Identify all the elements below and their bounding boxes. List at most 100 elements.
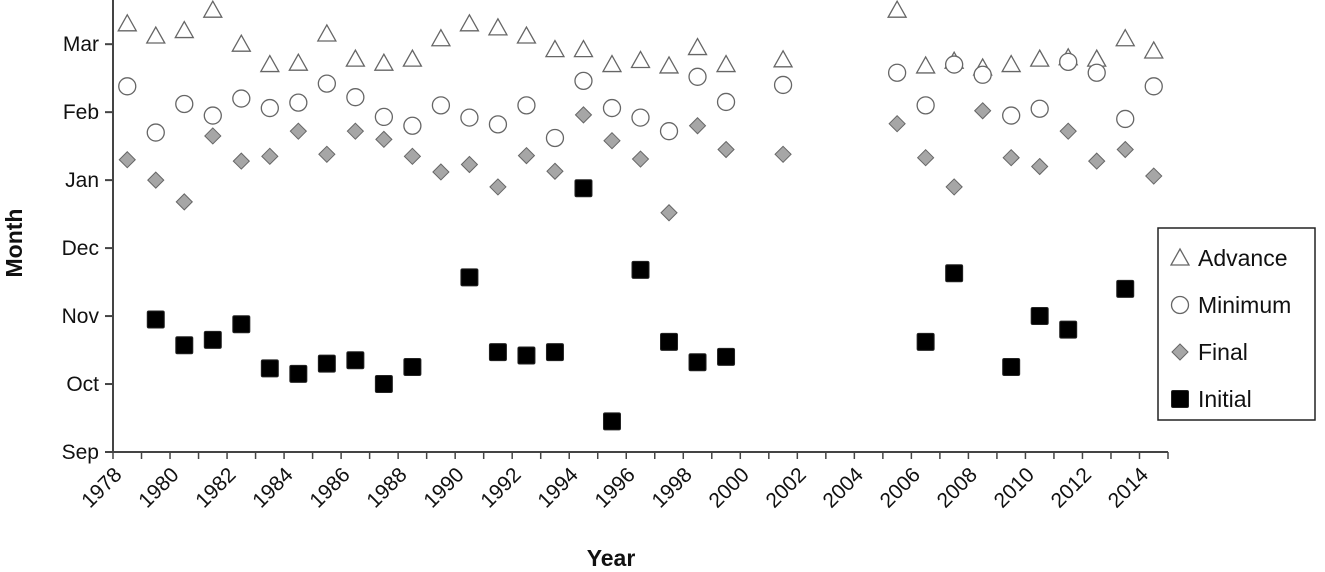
advance-point bbox=[316, 23, 337, 42]
initial-point bbox=[517, 346, 536, 365]
minimum-point bbox=[346, 88, 365, 107]
advance-point bbox=[1001, 54, 1022, 73]
final-point bbox=[318, 145, 336, 163]
advance-point bbox=[887, 0, 908, 18]
minimum-point bbox=[1002, 106, 1021, 125]
advance-series bbox=[117, 0, 1164, 76]
advance-point bbox=[1115, 28, 1136, 47]
minimum-point bbox=[403, 116, 422, 135]
initial-point bbox=[232, 315, 251, 334]
minimum-point bbox=[1059, 52, 1078, 72]
x-tick-label: 1992 bbox=[476, 463, 525, 512]
x-tick-label: 1994 bbox=[533, 463, 583, 513]
legend-label-final: Final bbox=[1198, 339, 1248, 365]
initial-point bbox=[1116, 279, 1135, 298]
initial-point bbox=[574, 179, 593, 198]
final-point bbox=[460, 155, 479, 174]
advance-point bbox=[202, 0, 223, 18]
initial-point bbox=[916, 332, 935, 351]
minimum-point bbox=[460, 108, 479, 127]
advance-legend-marker bbox=[1169, 247, 1191, 266]
x-axis-title: Year bbox=[587, 545, 636, 571]
final-point bbox=[1116, 140, 1134, 159]
y-tick-label: Oct bbox=[66, 373, 99, 396]
y-tick-label: Dec bbox=[62, 237, 99, 260]
minimum-point bbox=[1030, 99, 1049, 118]
x-tick-label: 2000 bbox=[705, 463, 754, 512]
final-point bbox=[1088, 152, 1106, 170]
x-tick-label: 1980 bbox=[134, 463, 183, 512]
initial-point bbox=[945, 264, 964, 283]
final-point bbox=[1145, 167, 1163, 185]
minimum-point bbox=[146, 123, 165, 142]
minimum-point bbox=[517, 96, 536, 115]
x-tick-label: 2006 bbox=[876, 463, 925, 512]
final-point bbox=[1030, 157, 1049, 176]
advance-point bbox=[231, 33, 252, 52]
y-axis-ticks: Sep Oct Nov Dec Jan Feb Mar bbox=[62, 33, 113, 464]
minimum-point bbox=[1116, 109, 1135, 129]
initial-series bbox=[146, 179, 1135, 431]
minimum-point bbox=[431, 96, 451, 115]
initial-point bbox=[374, 375, 393, 394]
x-axis-ticks: 1978 1980 1982 1984 1986 1988 1990 1992 1994 1996… bbox=[77, 452, 1169, 513]
minimum-point bbox=[916, 96, 935, 115]
final-point bbox=[660, 204, 678, 222]
advance-point bbox=[687, 37, 708, 56]
minimum-point bbox=[118, 77, 137, 96]
advance-point bbox=[117, 13, 138, 32]
minimum-point bbox=[374, 107, 394, 127]
advance-point bbox=[601, 54, 623, 73]
x-tick-label: 1990 bbox=[419, 463, 468, 512]
final-point bbox=[888, 114, 906, 133]
minimum-point bbox=[973, 65, 992, 84]
advance-point bbox=[145, 25, 166, 44]
final-point bbox=[261, 147, 279, 166]
initial-point bbox=[688, 353, 707, 372]
initial-point bbox=[545, 343, 564, 362]
minimum-point bbox=[659, 122, 679, 141]
advance-point bbox=[544, 39, 566, 58]
final-point bbox=[603, 131, 621, 150]
final-point bbox=[973, 102, 992, 120]
final-legend-marker bbox=[1171, 343, 1189, 361]
advance-point bbox=[715, 54, 737, 73]
final-point bbox=[717, 140, 735, 159]
advance-point bbox=[1143, 40, 1164, 59]
legend-label-initial: Initial bbox=[1198, 386, 1252, 412]
initial-point bbox=[717, 347, 736, 366]
final-point bbox=[517, 146, 536, 165]
final-series bbox=[118, 102, 1163, 222]
advance-point bbox=[259, 54, 280, 73]
initial-point bbox=[631, 260, 650, 279]
advance-point bbox=[573, 39, 594, 58]
x-tick-label: 2012 bbox=[1047, 463, 1096, 512]
legend-label-minimum: Minimum bbox=[1198, 292, 1291, 318]
x-tick-label: 2014 bbox=[1104, 463, 1154, 513]
minimum-point bbox=[773, 75, 793, 95]
x-tick-label: 1982 bbox=[191, 463, 240, 512]
advance-point bbox=[430, 28, 452, 47]
minimum-point bbox=[203, 106, 222, 125]
y-tick-label: Feb bbox=[63, 101, 99, 124]
advance-point bbox=[174, 20, 195, 39]
final-point bbox=[546, 162, 564, 180]
initial-point bbox=[203, 330, 222, 349]
advance-point bbox=[487, 17, 509, 36]
final-point bbox=[774, 145, 792, 163]
advance-point bbox=[1029, 48, 1050, 67]
minimum-point bbox=[545, 128, 565, 148]
x-tick-label: 1988 bbox=[362, 463, 411, 512]
minimum-point bbox=[175, 94, 194, 114]
advance-point bbox=[772, 49, 794, 68]
minimum-point bbox=[574, 71, 593, 91]
x-tick-label: 1996 bbox=[590, 463, 639, 512]
final-point bbox=[574, 106, 593, 124]
final-point bbox=[688, 117, 707, 135]
minimum-point bbox=[317, 74, 337, 93]
advance-point bbox=[288, 52, 309, 71]
y-tick-label: Nov bbox=[62, 305, 100, 328]
initial-point bbox=[146, 310, 165, 329]
initial-point bbox=[317, 354, 336, 373]
final-point bbox=[375, 130, 393, 149]
